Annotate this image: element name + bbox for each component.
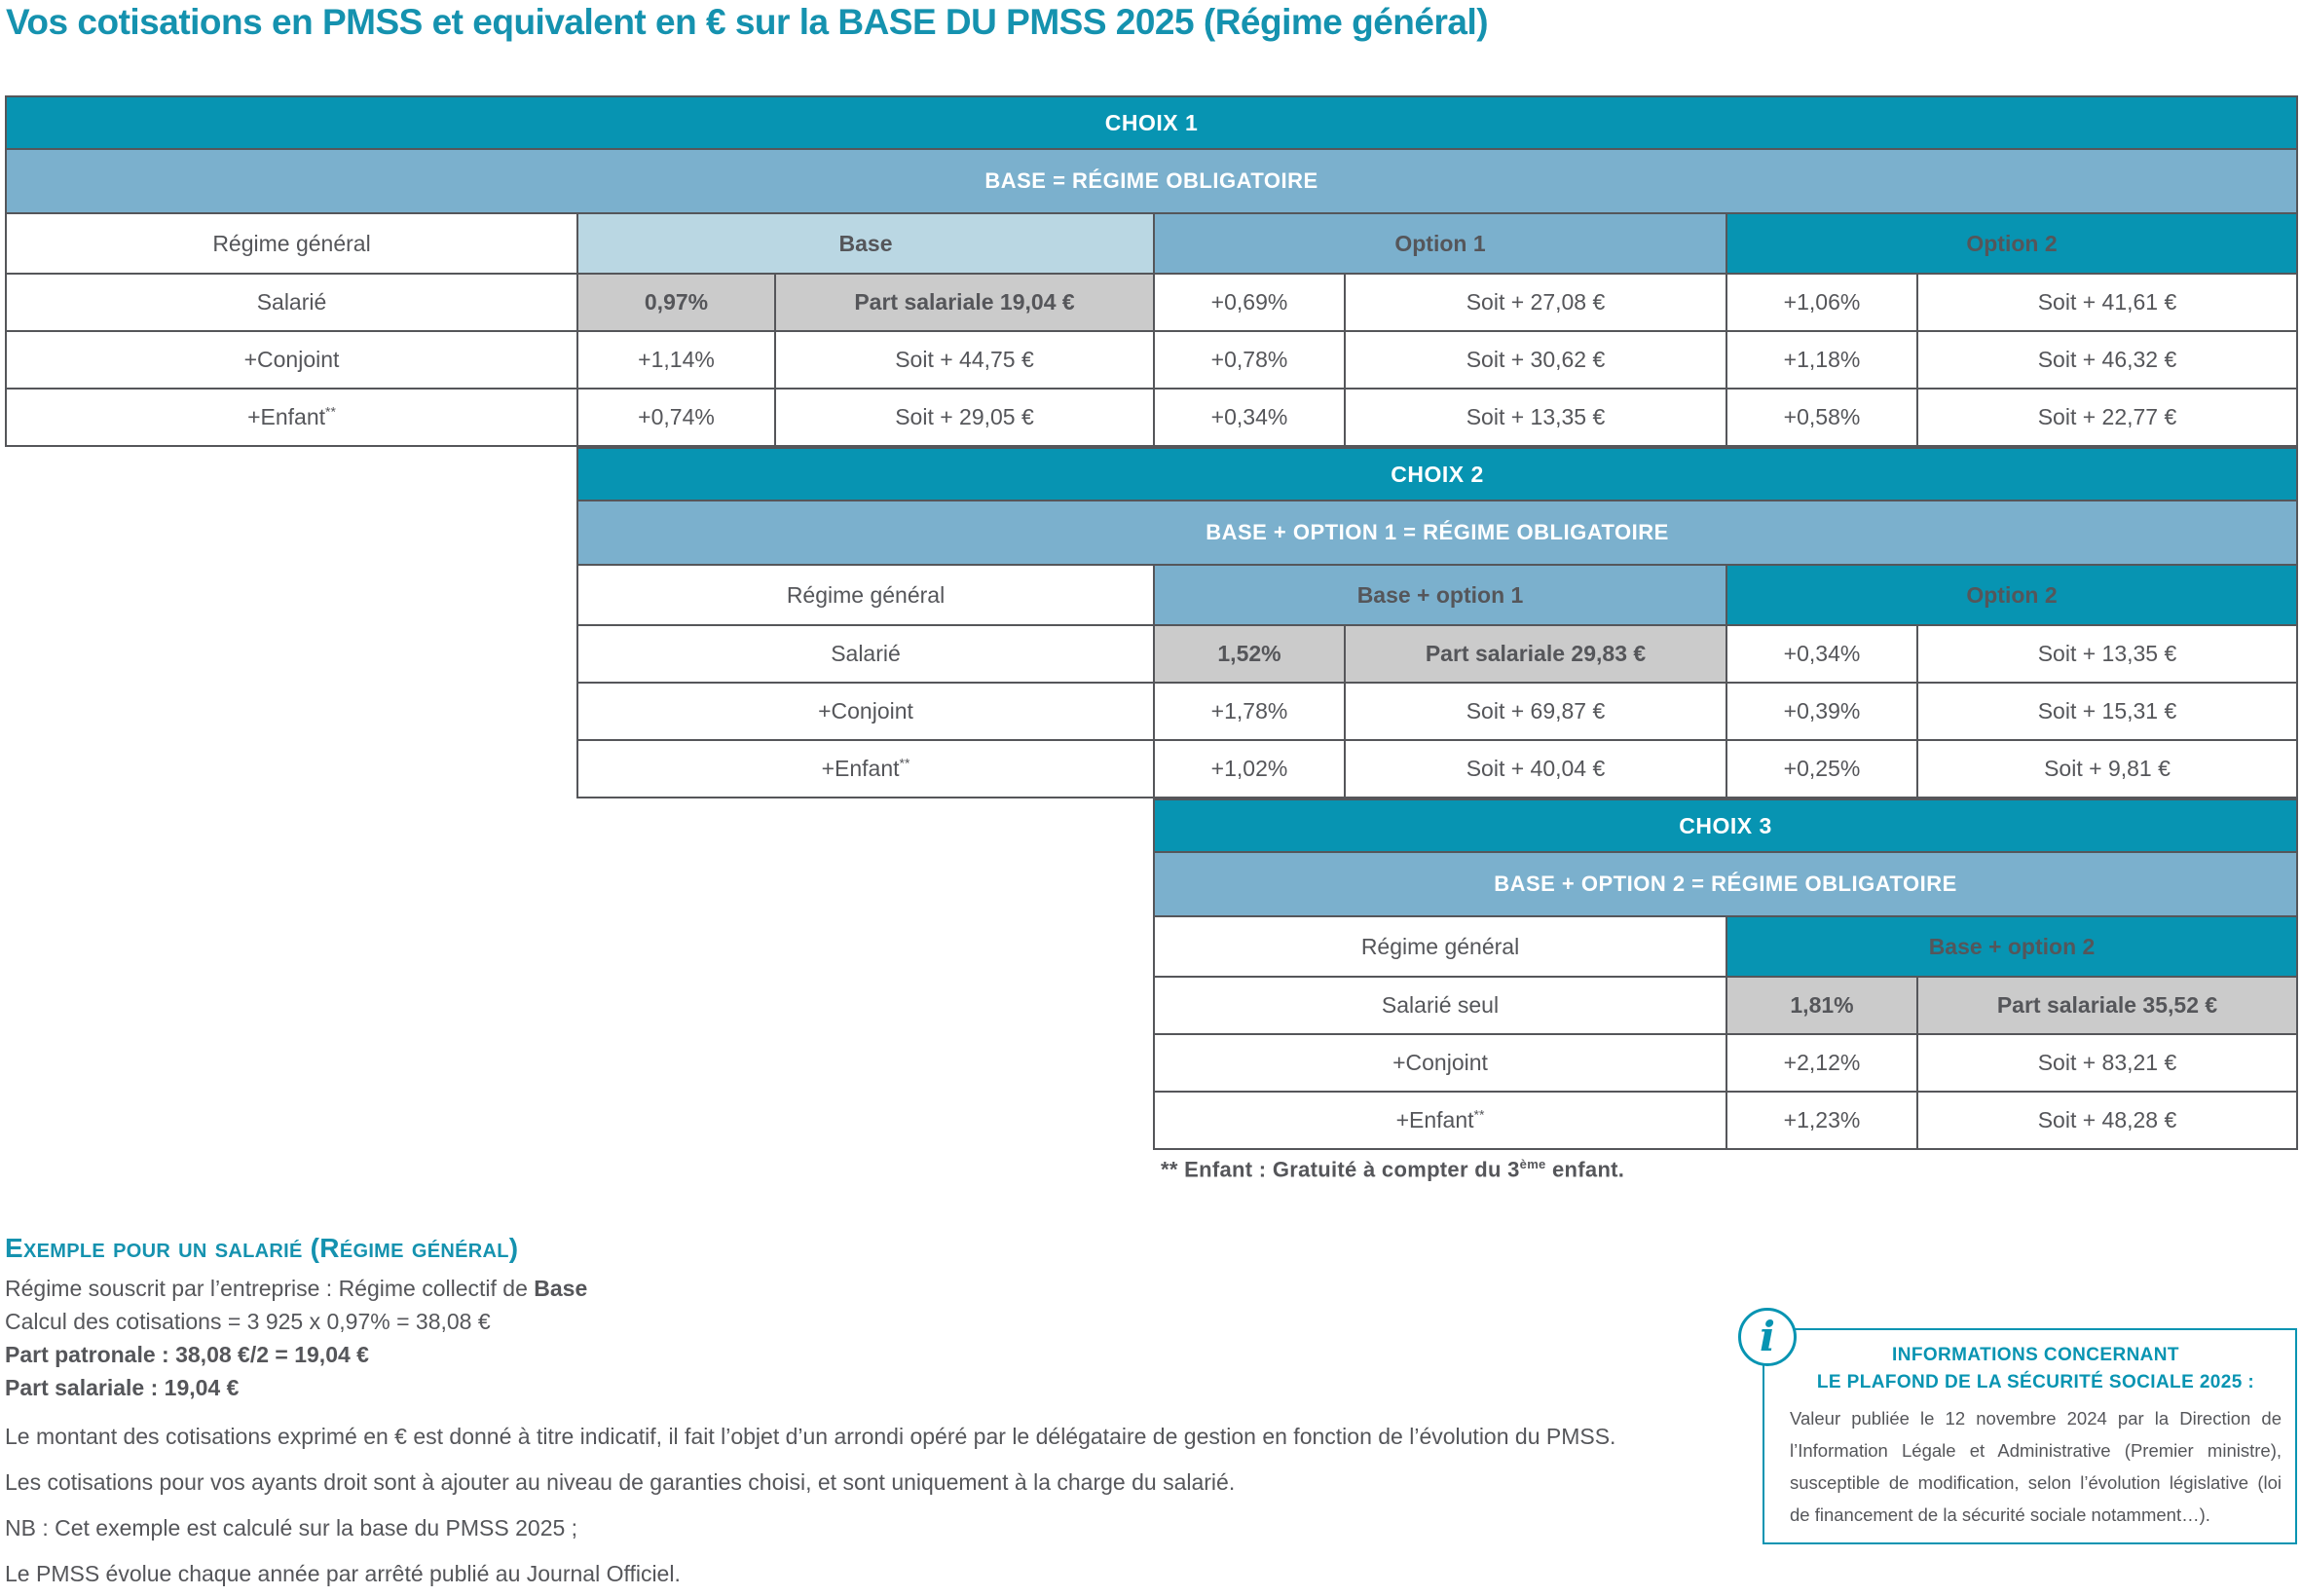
info-box-body: Valeur publiée le 12 novembre 2024 par l… [1790,1408,2282,1525]
notes-block: Le montant des cotisations exprimé en € … [5,1414,1615,1596]
table-row: Salarié 1,52% Part salariale 29,83 € +0,… [576,624,2298,684]
pct-cell: 1,81% [1726,976,1918,1035]
example-line: Calcul des cotisations = 3 925 x 0,97% =… [5,1309,491,1334]
value-cell: Part salariale 35,52 € [1916,976,2298,1035]
note-line: NB : Cet exemple est calculé sur la base… [5,1515,578,1540]
value-cell: Soit + 13,35 € [1344,388,1727,447]
choice-bar: CHOIX 2 [576,447,2298,501]
subtitle-bar: BASE = RÉGIME OBLIGATOIRE [5,148,2298,214]
value-cell: Soit + 48,28 € [1916,1091,2298,1150]
pct-cell: +1,23% [1726,1091,1918,1150]
pct-cell: +0,78% [1153,330,1346,390]
value-cell: Soit + 29,05 € [774,388,1155,447]
value-cell: Soit + 15,31 € [1916,682,2298,741]
value-cell: Soit + 13,35 € [1916,624,2298,684]
page-title: Vos cotisations en PMSS et equivalent en… [6,2,1489,42]
info-box-title: INFORMATIONS CONCERNANT LE PLAFOND DE LA… [1816,1345,2255,1392]
value-cell: Soit + 30,62 € [1344,330,1727,390]
pct-cell: +1,02% [1153,739,1346,798]
example-line: Régime souscrit par l’entreprise : Régim… [5,1276,588,1301]
corner-cell: Régime général [1153,915,1727,978]
column-header-base-option-2: Base + option 2 [1726,915,2298,978]
info-icon: i [1738,1308,1797,1366]
value-cell: Soit + 44,75 € [774,330,1155,390]
example-line: Part salariale : 19,04 € [5,1375,240,1400]
note-line: Le PMSS évolue chaque année par arrêté p… [5,1561,681,1586]
value-cell: Soit + 83,21 € [1916,1033,2298,1093]
table-row: +Conjoint +2,12% Soit + 83,21 € [1153,1033,2298,1093]
row-label: +Conjoint [5,330,578,390]
row-label: Salarié [576,624,1155,684]
pct-cell: +1,18% [1726,330,1918,390]
value-cell: Soit + 22,77 € [1916,388,2298,447]
value-cell: Soit + 27,08 € [1344,273,1727,332]
row-label: Salarié [5,273,578,332]
table-row: +Conjoint +1,78% Soit + 69,87 € +0,39% S… [576,682,2298,741]
example-block: Exemple pour un salarié (Régime général)… [5,1233,587,1404]
value-cell: Soit + 46,32 € [1916,330,2298,390]
note-line: Le montant des cotisations exprimé en € … [5,1424,1616,1449]
pct-cell: +0,58% [1726,388,1918,447]
pct-cell: +2,12% [1726,1033,1918,1093]
pct-cell: +1,06% [1726,273,1918,332]
table-row: Salarié seul 1,81% Part salariale 35,52 … [1153,976,2298,1035]
value-cell: Soit + 41,61 € [1916,273,2298,332]
row-label: +Conjoint [1153,1033,1727,1093]
pct-cell: +0,34% [1726,624,1918,684]
column-header-base: Base [576,212,1155,275]
footnote: ** Enfant : Gratuité à compter du 3ème e… [1161,1157,1625,1182]
note-line: Les cotisations pour vos ayants droit so… [5,1469,1236,1495]
example-line: Part patronale : 38,08 €/2 = 19,04 € [5,1342,369,1367]
pct-cell: +1,14% [576,330,776,390]
choice-bar: CHOIX 3 [1153,798,2298,853]
pct-cell: +0,69% [1153,273,1346,332]
pct-cell: +0,39% [1726,682,1918,741]
column-header-option-2: Option 2 [1726,212,2298,275]
tables-area: CHOIX 1 BASE = RÉGIME OBLIGATOIRE Régime… [5,95,2298,1150]
corner-cell: Régime général [576,564,1155,626]
column-header-base-option-1: Base + option 1 [1153,564,1727,626]
column-header-option-1: Option 1 [1153,212,1727,275]
table-row: +Enfant** +1,02% Soit + 40,04 € +0,25% S… [576,739,2298,798]
table-row: +Enfant** +1,23% Soit + 48,28 € [1153,1091,2298,1150]
pct-cell: +0,25% [1726,739,1918,798]
table-choix-3: CHOIX 3 BASE + OPTION 2 = RÉGIME OBLIGAT… [1153,798,2298,1150]
pct-cell: 1,52% [1153,624,1346,684]
table-row: Salarié 0,97% Part salariale 19,04 € +0,… [5,273,2298,332]
row-label: +Enfant** [1153,1091,1727,1150]
table-choix-2: CHOIX 2 BASE + OPTION 1 = RÉGIME OBLIGAT… [576,447,2298,798]
value-cell: Soit + 69,87 € [1344,682,1727,741]
row-label: +Enfant** [5,388,578,447]
pct-cell: +1,78% [1153,682,1346,741]
row-label: +Enfant** [576,739,1155,798]
table-row: +Conjoint +1,14% Soit + 44,75 € +0,78% S… [5,330,2298,390]
row-label: +Conjoint [576,682,1155,741]
value-cell: Part salariale 19,04 € [774,273,1155,332]
pct-cell: 0,97% [576,273,776,332]
column-header-option-2: Option 2 [1726,564,2298,626]
table-row: +Enfant** +0,74% Soit + 29,05 € +0,34% S… [5,388,2298,447]
pct-cell: +0,34% [1153,388,1346,447]
example-heading: Exemple pour un salarié (Régime général) [5,1233,519,1263]
subtitle-bar: BASE + OPTION 2 = RÉGIME OBLIGATOIRE [1153,851,2298,917]
value-cell: Soit + 9,81 € [1916,739,2298,798]
pct-cell: +0,74% [576,388,776,447]
info-box: INFORMATIONS CONCERNANT LE PLAFOND DE LA… [1763,1328,2297,1544]
table-choix-1: CHOIX 1 BASE = RÉGIME OBLIGATOIRE Régime… [5,95,2298,447]
subtitle-bar: BASE + OPTION 1 = RÉGIME OBLIGATOIRE [576,500,2298,566]
row-label: Salarié seul [1153,976,1727,1035]
value-cell: Soit + 40,04 € [1344,739,1727,798]
choice-bar: CHOIX 1 [5,95,2298,150]
value-cell: Part salariale 29,83 € [1344,624,1727,684]
corner-cell: Régime général [5,212,578,275]
